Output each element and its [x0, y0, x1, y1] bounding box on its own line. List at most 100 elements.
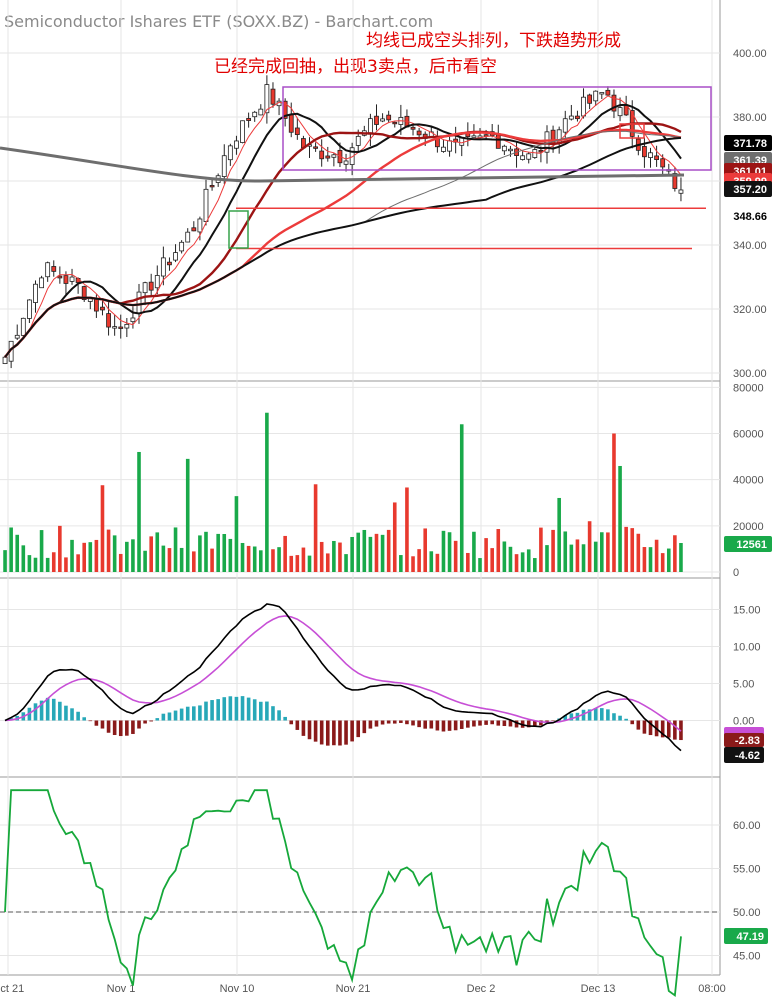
volume-bar	[58, 525, 62, 572]
volume-bar	[666, 548, 671, 572]
volume-bar	[508, 546, 513, 572]
macd-axis-label: 10.00	[733, 642, 761, 654]
macd-histogram-bar	[118, 720, 123, 737]
candle-body	[179, 241, 185, 252]
volume-bar	[39, 530, 44, 572]
volume-bar	[551, 529, 555, 572]
candle-body	[642, 146, 647, 158]
volume-bar	[118, 553, 123, 572]
candle-body	[587, 94, 593, 104]
macd-histogram-bar	[228, 696, 233, 721]
macd-histogram-bar	[648, 720, 653, 736]
macd-histogram-bar	[125, 720, 129, 736]
volume-bar	[575, 539, 580, 572]
candle-body	[63, 275, 69, 284]
volume-bar	[533, 558, 537, 572]
candle-body	[386, 114, 392, 121]
price-tag: 357.20	[733, 184, 767, 196]
candle-body	[81, 286, 87, 300]
macd-histogram-bar	[295, 720, 300, 730]
moving-average-line	[4, 136, 682, 358]
macd-histogram-bar	[624, 718, 628, 721]
macd-histogram-bar	[362, 720, 367, 734]
candle-body	[374, 115, 379, 125]
volume-bar	[112, 535, 117, 572]
macd-histogram-bar	[545, 720, 549, 722]
candle-body	[258, 108, 264, 116]
candle-body	[154, 275, 160, 289]
volume-bar	[642, 547, 647, 572]
consolidation-box	[282, 86, 712, 171]
volume-bar	[411, 556, 415, 572]
candle-body	[380, 118, 385, 122]
candle-body	[264, 84, 270, 114]
candle-body	[441, 146, 446, 152]
macd-histogram-bar	[33, 703, 38, 721]
moving-average-line	[4, 95, 682, 358]
volume-bar	[185, 458, 190, 572]
rsi-axis-label: 60.00	[733, 820, 761, 832]
macd-histogram-bar	[332, 720, 336, 746]
volume-bar	[453, 540, 458, 572]
volume-bar	[429, 551, 434, 572]
volume-bar	[581, 544, 586, 572]
candle-body	[270, 88, 276, 105]
long-moving-average-line	[0, 146, 685, 183]
macd-histogram-bar	[508, 720, 513, 727]
volume-bar	[526, 549, 531, 572]
volume-bar	[82, 542, 87, 572]
volume-bar	[33, 557, 38, 572]
candle-body	[100, 306, 105, 311]
candle-body	[611, 94, 617, 112]
candle-body	[508, 148, 513, 152]
volume-bar	[405, 487, 409, 572]
macd-histogram-bar	[435, 720, 440, 731]
macd-histogram-bar	[533, 720, 537, 727]
price-axis-label: 320.00	[733, 304, 767, 316]
volume-bar	[624, 526, 628, 572]
price-tag: 371.78	[733, 138, 767, 150]
candle-body	[526, 153, 532, 160]
volume-bar	[466, 552, 470, 572]
macd-histogram-bar	[149, 720, 153, 722]
volume-bar	[258, 550, 263, 572]
macd-histogram-bar	[39, 700, 44, 721]
macd-histogram-bar	[374, 720, 379, 727]
candle-body	[69, 276, 75, 282]
macd-histogram-bar	[313, 720, 318, 742]
rsi-line	[4, 789, 682, 998]
macd-histogram-bar	[380, 720, 385, 725]
volume-bar	[606, 532, 610, 572]
candle-body	[45, 262, 51, 278]
rsi-axis-label: 50.00	[733, 907, 761, 919]
macd-histogram-bar	[502, 720, 507, 727]
volume-bar	[45, 557, 50, 572]
volume-bar	[344, 554, 348, 572]
candle-body	[167, 261, 172, 266]
macd-histogram-bar	[526, 720, 531, 728]
candle-body	[495, 133, 501, 149]
macd-histogram-bar	[636, 720, 641, 730]
volume-bar	[368, 536, 373, 572]
candle-body	[124, 323, 130, 329]
candle-body	[142, 282, 148, 294]
macd-histogram-bar	[466, 720, 470, 728]
macd-signal-line	[4, 615, 682, 732]
macd-histogram-bar	[258, 701, 263, 721]
macd-histogram-bar	[64, 705, 68, 721]
macd-histogram-bar	[234, 696, 239, 721]
volume-bar	[539, 527, 543, 572]
macd-histogram-bar	[222, 697, 227, 721]
candle-body	[288, 114, 294, 133]
macd-histogram-bar	[161, 713, 166, 721]
candle-body	[343, 160, 349, 165]
macd-histogram-bar	[599, 708, 604, 721]
macd-histogram-bar	[167, 712, 172, 721]
volume-bar	[15, 534, 20, 572]
volume-bar	[593, 541, 598, 572]
x-axis-label: Oct 21	[0, 983, 24, 995]
volume-bar	[155, 532, 160, 572]
volume-bar	[222, 534, 227, 572]
volume-bar	[179, 547, 184, 572]
candle-body	[118, 326, 124, 329]
